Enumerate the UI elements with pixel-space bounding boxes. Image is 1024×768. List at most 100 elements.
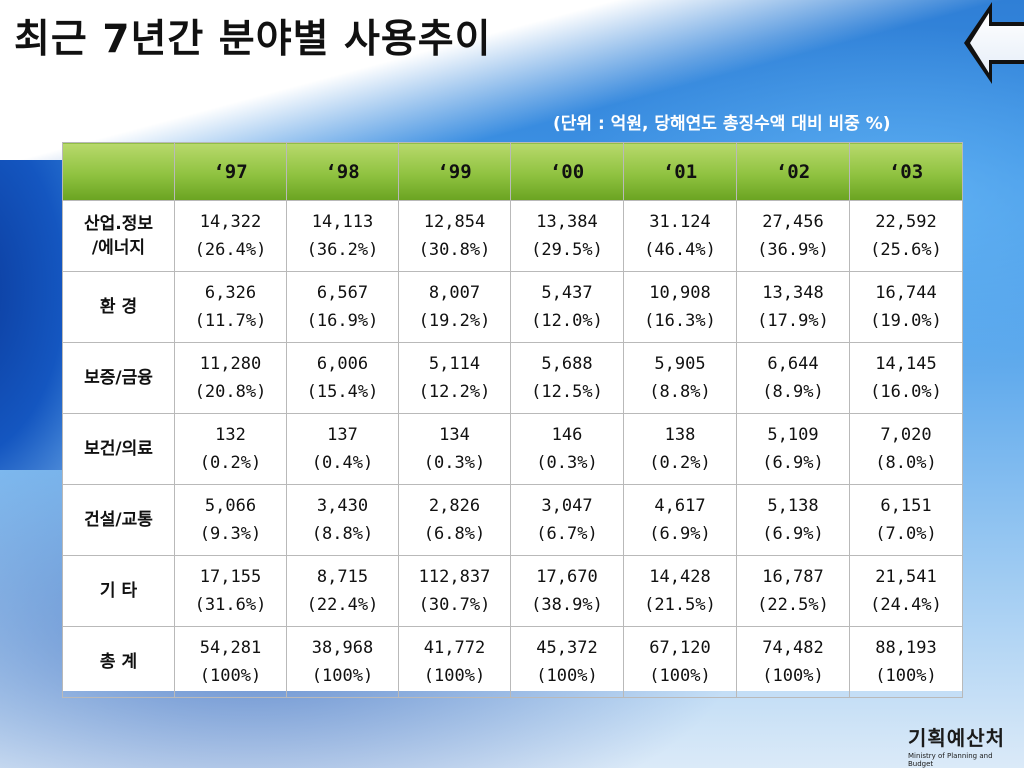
cell-amount: 146 [551,425,583,445]
logo-name: 기획예산처 [908,726,1005,750]
cell-amount: 3,430 [316,496,369,516]
table-cell: 3,047 (6.7%) [510,484,624,556]
row-label: 보건/의료 [62,413,175,485]
table-row: 보건/의료 132 (0.2%) 137 (0.4%) 134 (0.3%) 146 (0.3%… [62,413,963,485]
table-cell: 4,617 (6.9%) [623,484,737,556]
row-label: 건설/교통 [62,484,175,556]
column-header: ‘99 [398,142,511,201]
cell-share: (17.9%) [757,311,829,331]
row-label: 총 계 [62,626,175,698]
table-cell: 6,151 (7.0%) [849,484,963,556]
table-cell: 31.124 (46.4%) [623,200,737,272]
cell-amount: 6,326 [204,283,257,303]
cell-share: (24.4%) [870,595,942,615]
column-header: ‘02 [736,142,850,201]
cell-share: (22.5%) [757,595,829,615]
cell-amount: 12,854 [423,212,486,232]
left-arrow-icon [964,2,1024,84]
cell-share: (11.7%) [194,311,267,331]
cell-share: (15.4%) [306,382,379,402]
table-cell: 6,326 (11.7%) [174,271,287,343]
cell-amount: 138 [664,425,696,445]
table-cell: 13,348 (17.9%) [736,271,850,343]
table-cell: 22,592 (25.6%) [849,200,963,272]
cell-share: (12.2%) [418,382,491,402]
cell-share: (30.8%) [418,240,491,260]
cell-share: (16.9%) [306,311,379,331]
cell-amount: 16,787 [762,567,824,587]
table-cell: 12,854 (30.8%) [398,200,511,272]
cell-amount: 27,456 [762,212,824,232]
cell-share: (100%) [875,666,937,686]
cell-share: (100%) [536,666,598,686]
cell-amount: 3,047 [541,496,593,516]
cell-share: (22.4%) [306,595,379,615]
table-cell: 67,120 (100%) [623,626,737,698]
table-cell: 45,372 (100%) [510,626,624,698]
table-cell: 5,688 (12.5%) [510,342,624,414]
table-cell: 54,281 (100%) [174,626,287,698]
column-header: ‘00 [510,142,624,201]
cell-amount: 38,968 [311,638,374,658]
cell-share: (16.0%) [870,382,942,402]
cell-amount: 5,437 [541,283,593,303]
cell-share: (16.3%) [644,311,716,331]
cell-amount: 13,384 [536,212,598,232]
cell-amount: 41,772 [423,638,486,658]
table-cell: 5,905 (8.8%) [623,342,737,414]
table-cell: 27,456 (36.9%) [736,200,850,272]
table-row: 산업.정보 /에너지 14,322 (26.4%) 14,113 (36.2%) 12,8… [62,200,963,272]
usage-table: ‘97 ‘98 ‘99 ‘00 ‘01 ‘02 ‘03 산업.정보 /에너지 14… [62,142,963,698]
cell-amount: 8,007 [428,283,481,303]
table-row: 환 경 6,326 (11.7%) 6,567 (16.9%) 8,007 (19.2%) 5… [62,271,963,343]
cell-amount: 67,120 [649,638,711,658]
table-cell: 6,567 (16.9%) [286,271,399,343]
table-cell: 3,430 (8.8%) [286,484,399,556]
cell-amount: 14,113 [311,212,374,232]
logo-subtitle: Ministry of Planning and Budget [908,752,993,768]
cell-share: (6.9%) [762,524,824,544]
unit-note: (단위 : 억원, 당해연도 총징수액 대비 비중 %) [553,114,891,134]
cell-share: (19.2%) [418,311,491,331]
cell-amount: 14,428 [649,567,711,587]
cell-amount: 45,372 [536,638,598,658]
cell-amount: 132 [215,425,246,445]
table-cell: 21,541 (24.4%) [849,555,963,627]
table-cell: 41,772 (100%) [398,626,511,698]
cell-share: (38.9%) [531,595,603,615]
cell-share: (25.6%) [870,240,942,260]
cell-amount: 5,114 [428,354,481,374]
cell-share: (6.7%) [536,524,598,544]
cell-share: (7.0%) [875,524,937,544]
table-cell: 5,066 (9.3%) [174,484,287,556]
table-cell: 137 (0.4%) [286,413,399,485]
table-cell: 5,114 (12.2%) [398,342,511,414]
column-header: ‘03 [849,142,963,201]
cell-amount: 31.124 [649,212,711,232]
table-cell: 146 (0.3%) [510,413,624,485]
cell-share: (0.2%) [649,453,711,473]
cell-amount: 88,193 [875,638,937,658]
cell-amount: 54,281 [199,638,262,658]
cell-share: (100%) [649,666,711,686]
cell-amount: 16,744 [875,283,937,303]
table-cell: 38,968 (100%) [286,626,399,698]
cell-amount: 8,715 [316,567,369,587]
header-corner [62,142,175,201]
cell-amount: 11,280 [199,354,262,374]
table-cell: 16,787 (22.5%) [736,555,850,627]
cell-share: (12.5%) [531,382,603,402]
cell-share: (46.4%) [644,240,716,260]
back-button[interactable] [962,0,1024,86]
cell-share: (26.4%) [194,240,267,260]
cell-amount: 2,826 [428,496,481,516]
cell-amount: 6,151 [880,496,932,516]
cell-amount: 4,617 [654,496,706,516]
table-row: 총 계 54,281 (100%) 38,968 (100%) 41,772 (100%) 4… [62,626,963,698]
table-cell: 5,138 (6.9%) [736,484,850,556]
table-cell: 5,109 (6.9%) [736,413,850,485]
cell-amount: 5,688 [541,354,593,374]
cell-amount: 17,155 [199,567,262,587]
cell-share: (9.3%) [199,524,262,544]
cell-share: (6.9%) [762,453,824,473]
